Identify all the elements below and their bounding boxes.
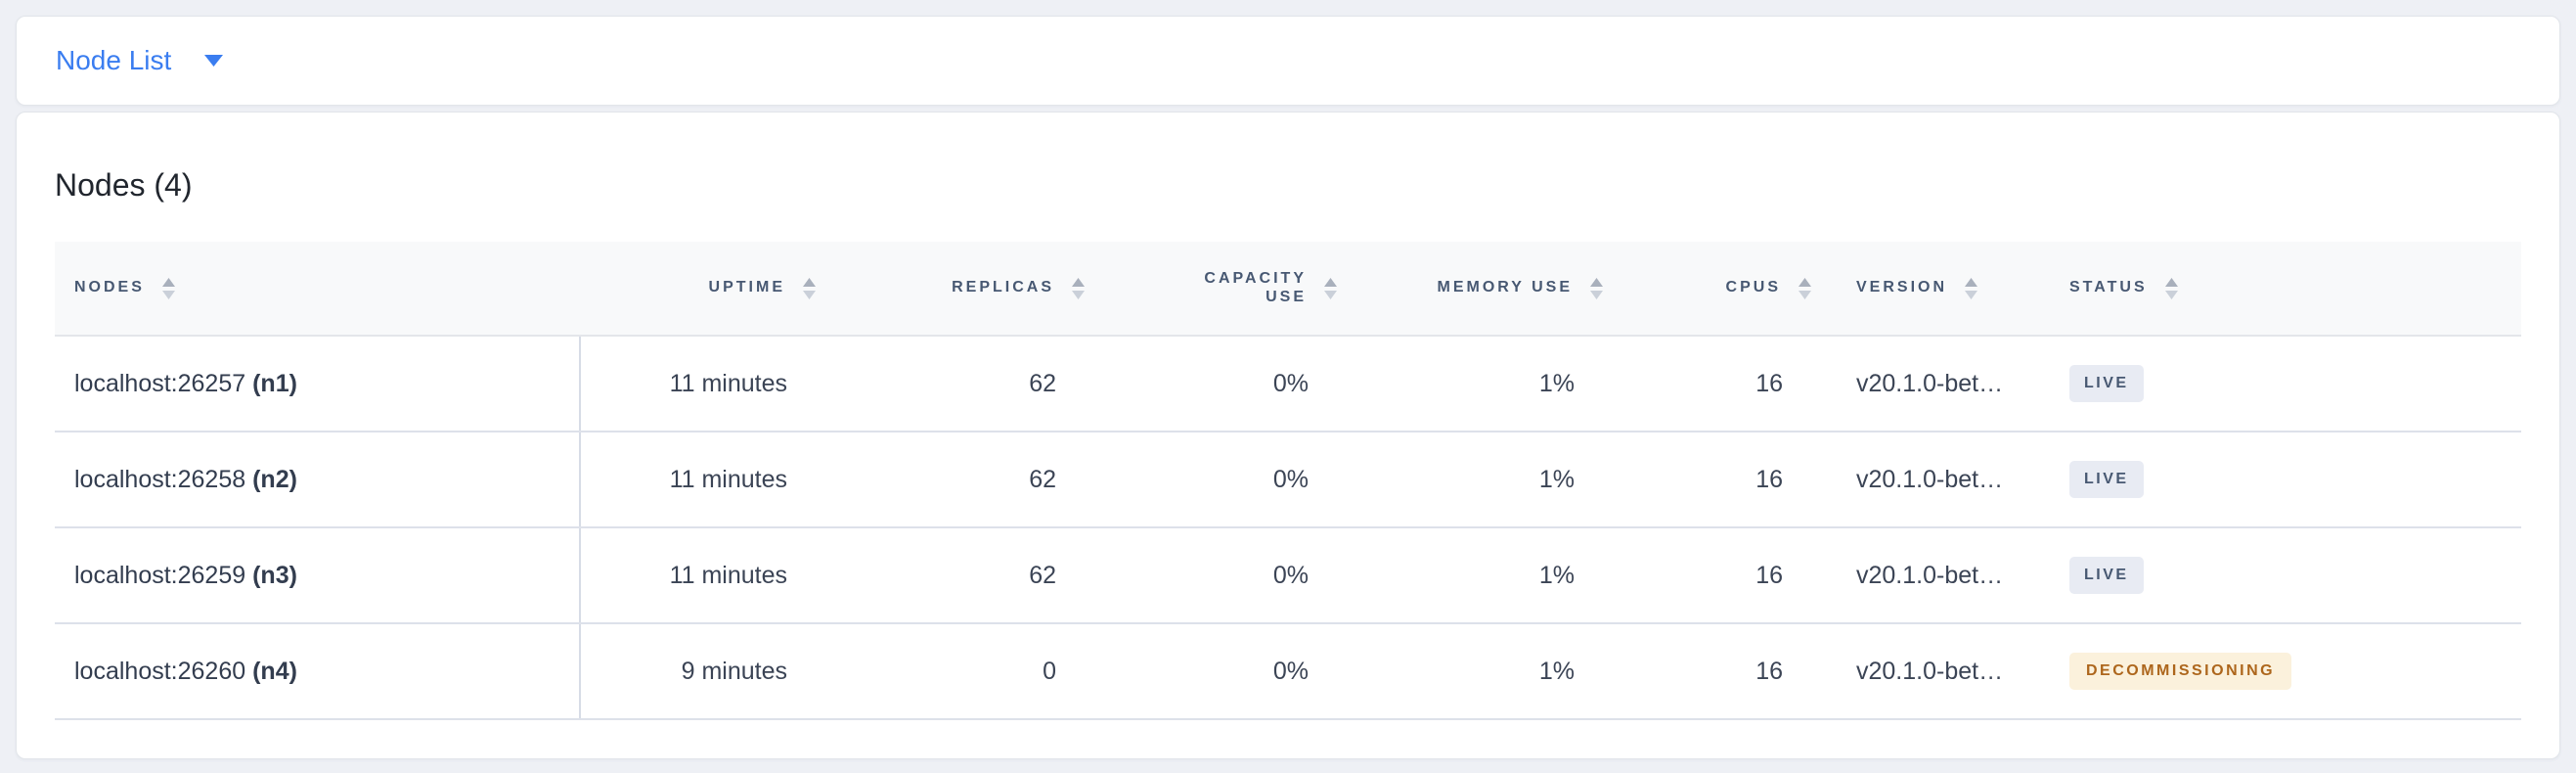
cpus-cell: 16 <box>1623 623 1832 720</box>
capacity-use-cell: 0% <box>1105 432 1357 528</box>
table-row[interactable]: localhost:26259 (n3) 11 minutes 62 0% 1%… <box>55 527 2521 624</box>
status-badge: LIVE <box>2069 461 2144 498</box>
memory-use-cell: 1% <box>1357 336 1623 432</box>
sort-arrows-icon[interactable] <box>1964 277 1978 300</box>
sort-arrows-icon[interactable] <box>1323 277 1338 300</box>
node-address-cell: localhost:26257 (n1) <box>55 336 581 432</box>
uptime-cell: 9 minutes <box>580 623 836 720</box>
cpus-cell: 16 <box>1623 527 1832 624</box>
sort-arrows-icon[interactable] <box>1071 277 1086 300</box>
uptime-cell: 11 minutes <box>580 432 836 528</box>
sort-arrows-icon[interactable] <box>1798 277 1812 300</box>
nodes-card: Nodes (4) NODES UPTIME <box>16 112 2560 759</box>
view-dropdown[interactable]: Node List <box>56 45 224 76</box>
table-row[interactable]: localhost:26257 (n1) 11 minutes 62 0% 1%… <box>55 336 2521 432</box>
table-row[interactable]: localhost:26260 (n4) 9 minutes 0 0% 1% 1… <box>55 623 2521 720</box>
column-header-memory-use[interactable]: MEMORY USE <box>1357 242 1623 337</box>
sort-arrows-icon[interactable] <box>802 277 817 300</box>
node-address-cell: localhost:26259 (n3) <box>55 527 581 624</box>
replicas-cell: 62 <box>836 527 1105 624</box>
node-address-cell: localhost:26260 (n4) <box>55 623 581 720</box>
cpus-cell: 16 <box>1623 432 1832 528</box>
capacity-use-cell: 0% <box>1105 623 1357 720</box>
status-cell: LIVE <box>2050 527 2521 624</box>
column-header-version[interactable]: VERSION <box>1832 242 2050 337</box>
node-address-cell: localhost:26258 (n2) <box>55 432 581 528</box>
capacity-use-cell: 0% <box>1105 527 1357 624</box>
column-header-replicas[interactable]: REPLICAS <box>836 242 1105 337</box>
sort-arrows-icon[interactable] <box>2164 277 2179 300</box>
column-header-nodes[interactable]: NODES <box>55 242 580 337</box>
column-header-cpus[interactable]: CPUS <box>1623 242 1832 337</box>
memory-use-cell: 1% <box>1357 432 1623 528</box>
replicas-cell: 0 <box>836 623 1105 720</box>
capacity-use-cell: 0% <box>1105 336 1357 432</box>
uptime-cell: 11 minutes <box>580 527 836 624</box>
cpus-cell: 16 <box>1623 336 1832 432</box>
column-header-capacity-use[interactable]: CAPACITY USE <box>1105 242 1357 337</box>
replicas-cell: 62 <box>836 432 1105 528</box>
caret-down-icon <box>204 55 224 67</box>
memory-use-cell: 1% <box>1357 527 1623 624</box>
view-selector-bar: Node List <box>16 16 2560 106</box>
nodes-table: NODES UPTIME REPLICAS <box>55 242 2521 720</box>
version-cell: v20.1.0-bet… <box>1832 336 2050 432</box>
sort-arrows-icon[interactable] <box>1589 277 1604 300</box>
table-header-row: NODES UPTIME REPLICAS <box>55 242 2521 337</box>
column-header-uptime[interactable]: UPTIME <box>580 242 836 337</box>
sort-arrows-icon[interactable] <box>161 277 176 300</box>
version-cell: v20.1.0-bet… <box>1832 527 2050 624</box>
status-cell: LIVE <box>2050 336 2521 432</box>
memory-use-cell: 1% <box>1357 623 1623 720</box>
version-cell: v20.1.0-bet… <box>1832 432 2050 528</box>
status-badge: DECOMMISSIONING <box>2069 653 2292 690</box>
status-cell: DECOMMISSIONING <box>2050 623 2521 720</box>
status-badge: LIVE <box>2069 365 2144 402</box>
replicas-cell: 62 <box>836 336 1105 432</box>
view-dropdown-label: Node List <box>56 45 172 75</box>
version-cell: v20.1.0-bet… <box>1832 623 2050 720</box>
uptime-cell: 11 minutes <box>580 336 836 432</box>
status-badge: LIVE <box>2069 557 2144 594</box>
table-row[interactable]: localhost:26258 (n2) 11 minutes 62 0% 1%… <box>55 432 2521 528</box>
column-header-status[interactable]: STATUS <box>2050 242 2521 337</box>
page-title: Nodes (4) <box>55 167 193 203</box>
status-cell: LIVE <box>2050 432 2521 528</box>
